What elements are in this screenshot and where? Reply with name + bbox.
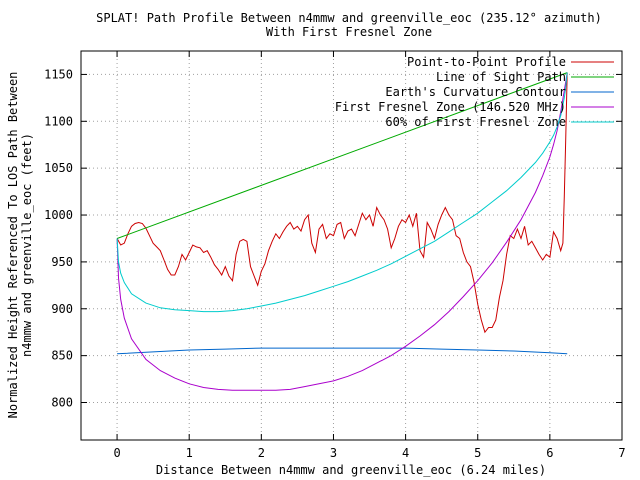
series-line-earth-s-curvature-contour	[117, 347, 568, 355]
x-tick-label: 0	[113, 446, 120, 460]
legend-label-60-of-first-fresnel-zone: 60% of First Fresnel Zone	[385, 115, 566, 129]
y-tick-label: 1100	[44, 114, 73, 128]
series-line-line-of-sight-path	[116, 72, 568, 239]
y-tick-label: 1150	[44, 67, 73, 81]
x-tick-label: 6	[546, 446, 553, 460]
y-tick-label: 1000	[44, 208, 73, 222]
series-group	[116, 72, 568, 391]
y-axis-label-line1: Normalized Height Referenced To LOS Path…	[6, 72, 20, 419]
x-axis-label: Distance Between n4mmw and greenville_eo…	[156, 463, 546, 477]
legend-label-line-of-sight-path: Line of Sight Path	[436, 70, 566, 84]
y-tick-label: 850	[51, 349, 73, 363]
y-tick-label: 1050	[44, 161, 73, 175]
chart-title: SPLAT! Path Profile Between n4mmw and gr…	[96, 11, 602, 25]
x-tick-label: 5	[474, 446, 481, 460]
legend-label-point-to-point-profile: Point-to-Point Profile	[407, 55, 566, 69]
legend-label-first-fresnel-zone-146-520-mhz: First Fresnel Zone (146.520 MHz)	[335, 100, 566, 114]
plot-frame	[80, 50, 623, 441]
chart-subtitle: With First Fresnel Zone	[266, 25, 432, 39]
legend-label-earth-s-curvature-contour: Earth's Curvature Contour	[385, 85, 566, 99]
series-line-first-fresnel-zone-146-520-mhz	[116, 72, 568, 391]
x-tick-label: 2	[258, 446, 265, 460]
y-tick-label: 950	[51, 255, 73, 269]
x-tick-label: 7	[618, 446, 625, 460]
x-tick-label: 4	[402, 446, 409, 460]
y-tick-label: 900	[51, 302, 73, 316]
y-axis-label-line2: n4mmw and greenville_eoc (feet)	[20, 133, 34, 357]
x-tick-label: 1	[186, 446, 193, 460]
series-line-60-of-first-fresnel-zone	[116, 72, 568, 313]
x-tick-label: 3	[330, 446, 337, 460]
y-tick-label: 800	[51, 396, 73, 410]
series-line-point-to-point-profile	[116, 72, 568, 334]
